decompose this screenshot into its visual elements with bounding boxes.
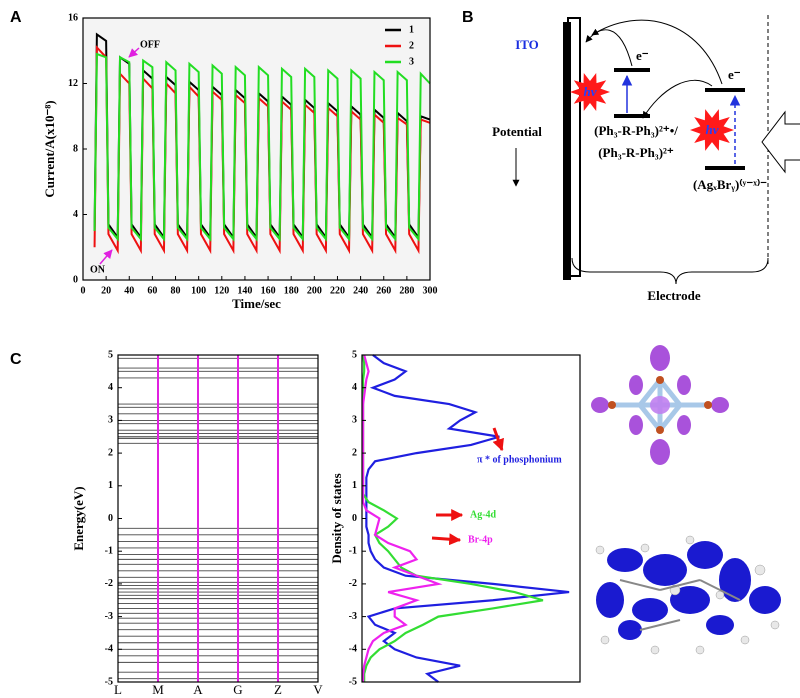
y-tick-label: -3 (349, 611, 357, 622)
annotation-arrow (431, 533, 462, 546)
x-tick-label: 100 (191, 285, 206, 296)
y-tick-label: -1 (349, 545, 357, 556)
y-tick-label: 4 (352, 382, 357, 393)
energy-level (614, 68, 650, 72)
k-point-label: G (233, 682, 242, 697)
transfer-arrow (585, 29, 633, 67)
potential-label: Potential (492, 124, 542, 139)
annotation: OFF (140, 39, 160, 50)
y-tick-label: -5 (349, 676, 357, 687)
y-tick-label: 4 (73, 209, 78, 220)
annotation: Ag-4d (470, 509, 497, 520)
x-axis-label: Time/sec (232, 296, 281, 311)
ito-label: ITO (515, 37, 539, 52)
x-tick-label: 280 (399, 285, 414, 296)
plot-frame (361, 354, 581, 683)
dos-curve (365, 354, 570, 683)
y-tick-label: 2 (352, 447, 357, 458)
annotation-arrow (492, 427, 504, 452)
k-point-label: Z (274, 682, 282, 697)
x-tick-label: 20 (101, 285, 111, 296)
electrode-shadow (563, 22, 571, 280)
y-tick-label: -4 (349, 644, 357, 655)
x-tick-label: 160 (261, 285, 276, 296)
photon-label: hν (584, 84, 597, 99)
electrode-label: Electrode (647, 288, 700, 303)
y-tick-label: 8 (73, 143, 78, 154)
legend-label: 3 (409, 56, 414, 67)
x-tick-label: 0 (81, 285, 86, 296)
transfer-arrow (642, 79, 713, 119)
y-tick-label: 5 (108, 349, 113, 360)
y-tick-label: 12 (68, 78, 78, 89)
electron-label: e⁻ (728, 67, 741, 82)
y-tick-label: -1 (105, 545, 113, 556)
transfer-arrow (591, 19, 723, 85)
x-tick-label: 260 (376, 285, 391, 296)
annotation-arrow (128, 47, 140, 58)
x-tick-label: 140 (237, 285, 252, 296)
k-point-label: A (193, 682, 203, 697)
k-point-label: V (313, 682, 323, 697)
y-tick-label: 5 (352, 349, 357, 360)
energy-level (614, 114, 650, 118)
y-axis-label: Energy(eV) (71, 486, 86, 550)
y-tick-label: 4 (108, 382, 113, 393)
y-tick-label: 2 (108, 447, 113, 458)
y-tick-label: -2 (349, 578, 357, 589)
donor-label: (AgₓBrᵧ)⁽ʸ⁻ˣ⁾⁻ (693, 177, 767, 192)
dos-curve (361, 354, 443, 682)
x-tick-label: 80 (171, 285, 181, 296)
y-tick-label: 0 (108, 513, 113, 524)
x-tick-label: 40 (124, 285, 134, 296)
y-tick-label: 0 (352, 513, 357, 524)
energy-level (705, 166, 745, 170)
annotation: Br-4p (468, 534, 493, 545)
legend-label: 2 (409, 40, 414, 51)
dos-curve (361, 354, 544, 682)
electron-label: e⁻ (636, 48, 649, 63)
k-point-label: L (114, 682, 122, 697)
acceptor-label: (Ph₃-R-Ph₃)²⁺•/ (594, 123, 678, 138)
x-tick-label: 240 (353, 285, 368, 296)
y-tick-label: 3 (352, 415, 357, 426)
y-tick-label: 3 (108, 415, 113, 426)
plot-frame (82, 17, 431, 281)
annotation-arrow (99, 249, 113, 265)
y-tick-label: -2 (105, 578, 113, 589)
panel-label: B (462, 9, 474, 26)
x-tick-label: 200 (307, 285, 322, 296)
panel-label: C (10, 351, 22, 368)
x-tick-label: 220 (330, 285, 345, 296)
x-tick-label: 300 (423, 285, 438, 296)
x-tick-label: 180 (284, 285, 299, 296)
y-tick-label: 0 (73, 274, 78, 285)
energy-level (705, 88, 745, 92)
annotation: π * of phosphonium (477, 454, 562, 465)
annotation: ON (90, 264, 106, 275)
data-line (93, 52, 431, 242)
y-axis-label: Density of states (329, 473, 344, 563)
y-tick-label: 16 (68, 12, 78, 23)
diagram: Electrode ITO Potential hν e⁻ (Ph₃-R-Ph₃… (492, 15, 800, 303)
molecule-bottom (595, 535, 781, 655)
k-point-label: M (152, 682, 164, 697)
y-tick-label: 1 (352, 480, 357, 491)
y-tick-label: 1 (108, 480, 113, 491)
y-axis-label: Current/A(x10⁻⁸) (42, 100, 57, 197)
y-tick-label: -4 (105, 644, 113, 655)
plot-frame (117, 354, 319, 683)
y-tick-label: -3 (105, 611, 113, 622)
x-tick-label: 60 (147, 285, 157, 296)
y-tick-label: -5 (105, 676, 113, 687)
x-tick-label: 120 (214, 285, 229, 296)
acceptor-label: (Ph₃-R-Ph₃)²⁺ (598, 145, 674, 160)
brace (571, 257, 769, 285)
panel-label: A (10, 9, 22, 26)
photon-label: hν (706, 122, 719, 137)
light-arrow (761, 110, 800, 174)
molecule-top (591, 345, 729, 465)
legend-label: 1 (409, 24, 414, 35)
